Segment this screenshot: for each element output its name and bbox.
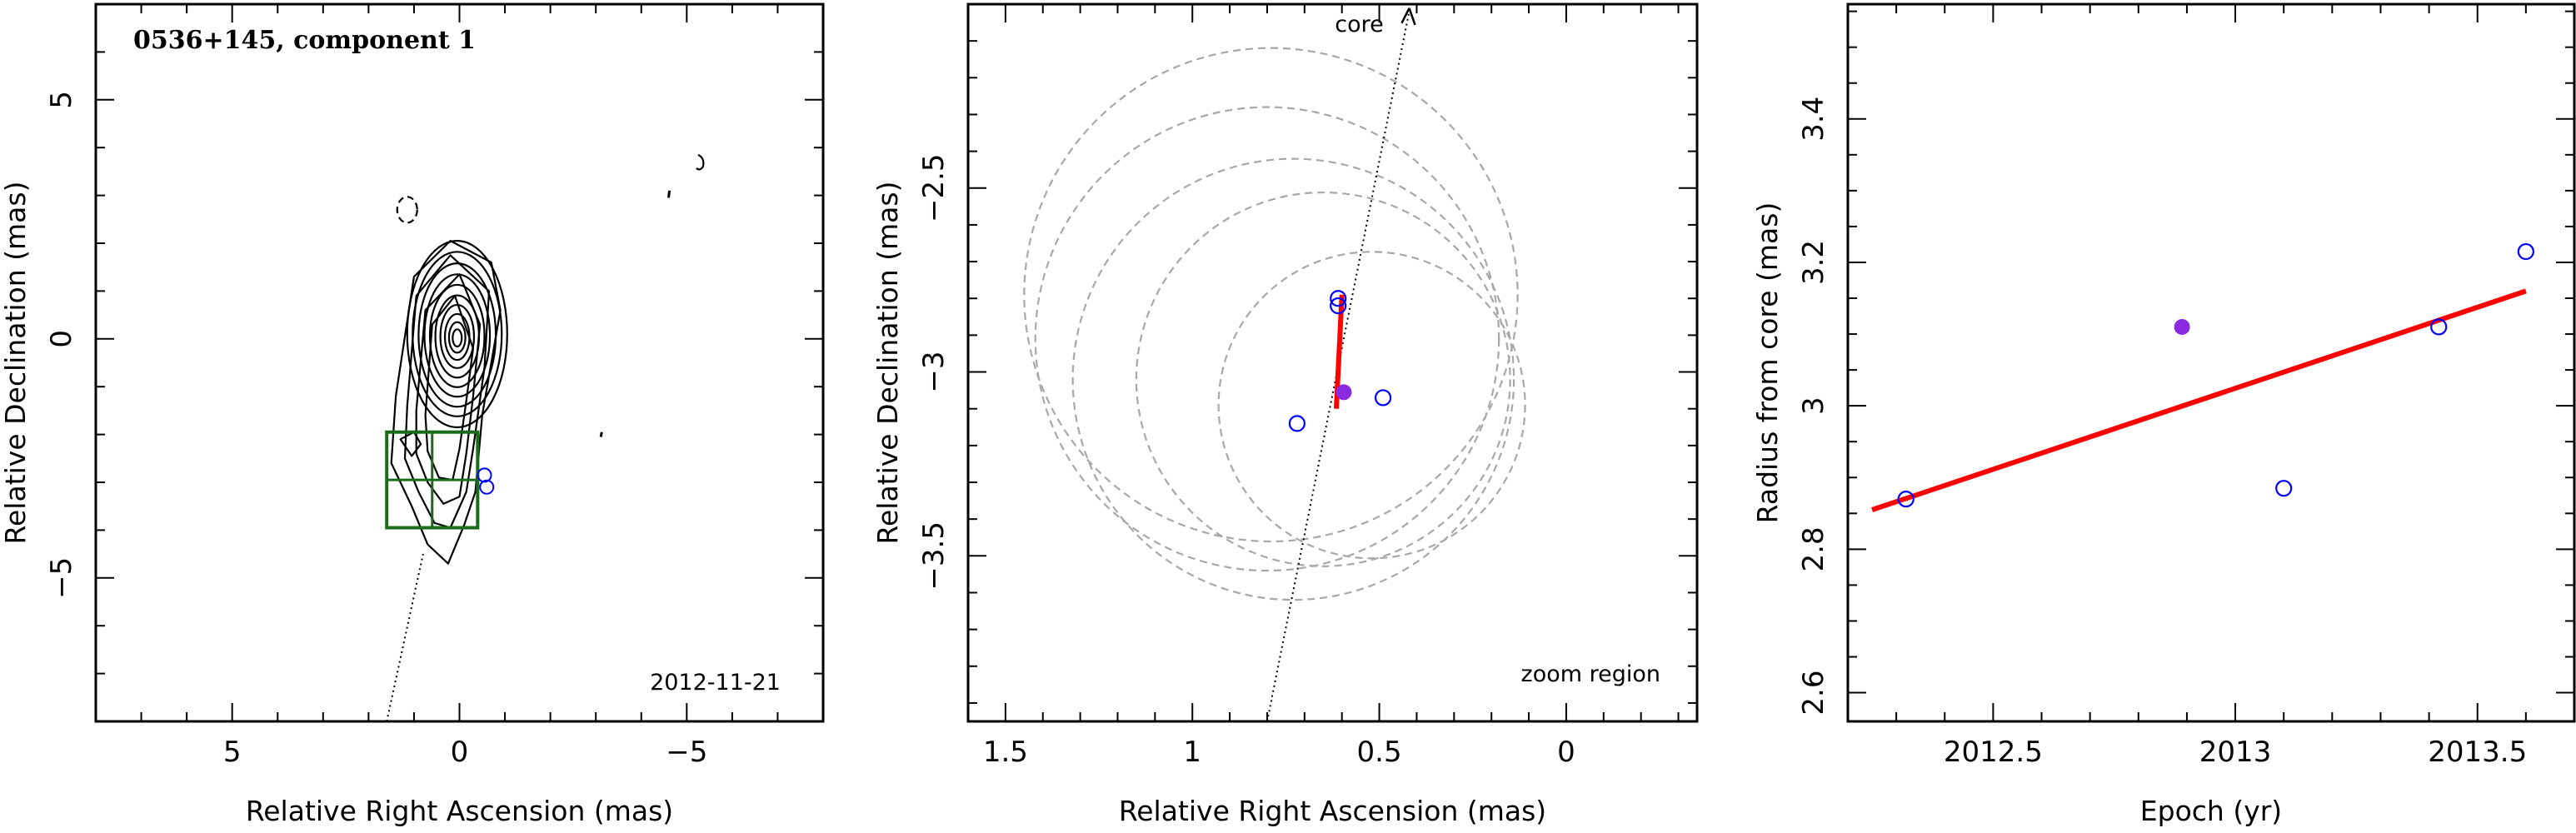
x-axis-label: Epoch (yr) <box>2140 795 2282 827</box>
x-tick-label: 2013 <box>2199 736 2272 769</box>
y-axis-label: Radius from core (mas) <box>1751 202 1784 524</box>
y-tick-label: 3.4 <box>1797 97 1830 142</box>
panel-1: 5 0 −5 5 0 −5 Relative Right Ascension (mas) Re… <box>0 2 825 827</box>
contour-level-1 <box>406 240 508 429</box>
plot-frame <box>94 2 825 723</box>
open-point-1 <box>1897 490 1915 508</box>
y-tick-label: 2.6 <box>1797 671 1830 716</box>
error-circle-5 <box>1217 251 1526 560</box>
negative-contour <box>396 196 418 224</box>
filled-point <box>2174 318 2190 335</box>
plot-frame <box>1846 2 2576 723</box>
open-point-4 <box>1374 389 1392 407</box>
open-point-3 <box>2430 318 2448 336</box>
contour-extended-3 <box>415 273 482 505</box>
error-circle-2 <box>1034 106 1500 572</box>
ridge-line <box>386 553 424 721</box>
panel-2: 1.5 1 0.5 0 −2.5 −3 −3.5 Relative Right Ascensi… <box>871 2 1699 827</box>
x-tick-label: 0 <box>1557 736 1575 769</box>
x-tick-label: 0 <box>451 736 469 769</box>
ridge-line <box>1266 11 1410 721</box>
y-tick-label: −3 <box>917 351 951 392</box>
core-label: core <box>1335 12 1383 37</box>
y-tick-label: 5 <box>45 91 78 109</box>
y-axis-label: Relative Declination (mas) <box>871 182 904 545</box>
epoch-date-label: 2012-11-21 <box>650 670 781 696</box>
y-tick-label: −2.5 <box>917 153 951 222</box>
fit-line <box>1871 288 2527 512</box>
error-circle-4 <box>1135 191 1511 567</box>
open-point-2 <box>2275 480 2293 497</box>
plot-area <box>1871 242 2534 512</box>
x-axis-label: Relative Right Ascension (mas) <box>1119 795 1546 827</box>
x-axis-label: Relative Right Ascension (mas) <box>246 795 673 827</box>
noise-contour-2 <box>666 190 671 198</box>
panel-title: 0536+145, component 1 <box>133 26 476 55</box>
y-tick-label: 2.8 <box>1797 526 1830 571</box>
open-point-1 <box>1330 290 1347 307</box>
core-direction-arrow <box>1400 7 1416 26</box>
contour-extended-5 <box>399 431 422 457</box>
x-tick-label: 2013.5 <box>2428 736 2527 769</box>
open-point-2 <box>1330 297 1347 315</box>
contour-level-9 <box>447 321 467 354</box>
x-tick-label: 5 <box>223 736 242 769</box>
error-circle-3 <box>1071 157 1515 601</box>
x-tick-label: −5 <box>666 736 707 769</box>
contour-extended-2 <box>403 254 491 529</box>
contour-level-5 <box>428 283 486 388</box>
y-tick-label: 3 <box>1797 397 1830 415</box>
y-tick-label: 0 <box>45 330 78 348</box>
error-circle-1 <box>1023 47 1519 543</box>
y-tick-label: 3.2 <box>1797 240 1830 285</box>
y-tick-label: −3.5 <box>917 521 951 591</box>
x-tick-label: 1 <box>1183 736 1201 769</box>
panel-3: 2012.5 2013 2013.5 2.6 2.8 3 3.2 3.4 Epoch (yr) R… <box>1751 2 2576 827</box>
contour-level-4 <box>423 273 492 398</box>
y-axis-label: Relative Declination (mas) <box>0 182 32 545</box>
noise-contour-3 <box>599 431 603 437</box>
component-point-2 <box>477 467 492 483</box>
contour-extended-1 <box>390 240 502 565</box>
noise-contour-1 <box>696 153 705 171</box>
open-point-4 <box>2517 242 2534 261</box>
plot-area <box>1023 7 1526 721</box>
zoom-region-label: zoom region <box>1521 661 1660 687</box>
component-point-1 <box>479 479 495 495</box>
plot-area <box>385 153 705 721</box>
y-tick-label: −5 <box>45 557 78 599</box>
filled-point <box>1335 384 1352 401</box>
x-tick-label: 0.5 <box>1357 736 1402 769</box>
x-tick-label: 2012.5 <box>1944 736 2043 769</box>
contour-level-10 <box>452 328 463 348</box>
plot-frame <box>966 2 1699 723</box>
open-point-3 <box>1288 415 1305 432</box>
x-tick-label: 1.5 <box>983 736 1028 769</box>
